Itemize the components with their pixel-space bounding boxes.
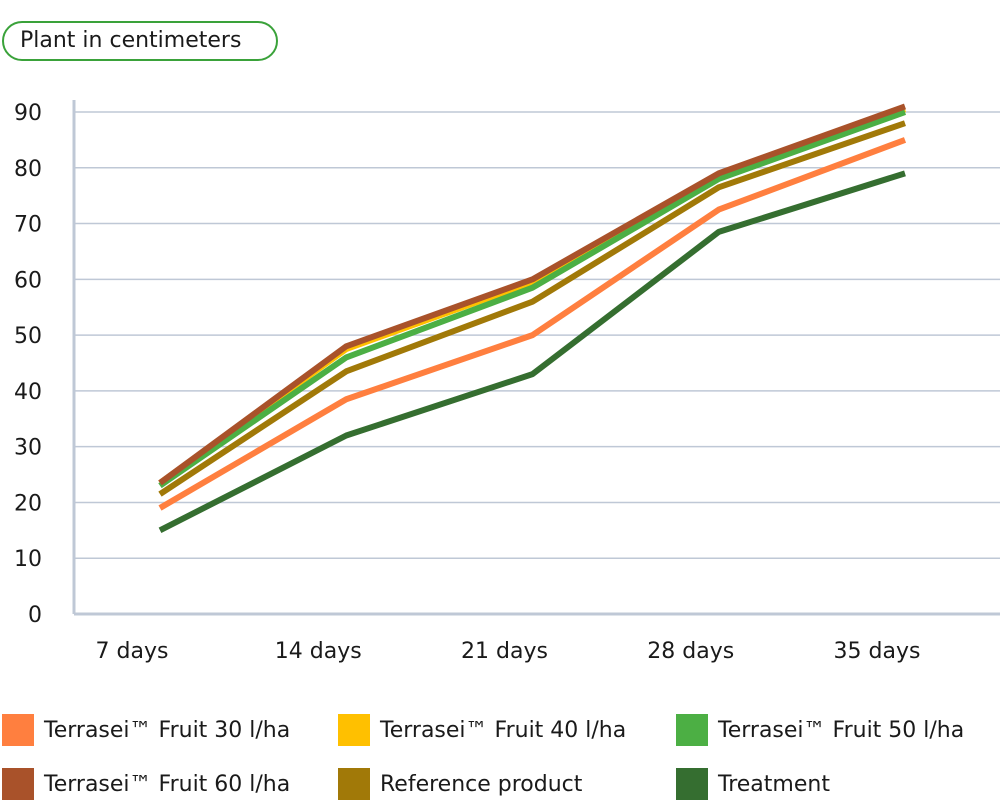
series-line-1 xyxy=(158,137,907,511)
legend-label: Reference product xyxy=(380,771,583,797)
series-line-3 xyxy=(158,109,907,489)
y-tick-label: 0 xyxy=(28,603,42,628)
legend-swatch xyxy=(338,768,370,800)
series-lines xyxy=(158,103,907,534)
x-tick-label: 35 days xyxy=(834,639,921,664)
y-tick-label: 90 xyxy=(14,101,42,126)
legend-item: Terrasei™ Fruit 60 l/ha xyxy=(2,768,290,800)
y-tick-label: 30 xyxy=(14,436,42,461)
legend-swatch xyxy=(676,768,708,800)
legend-item: Terrasei™ Fruit 30 l/ha xyxy=(2,714,290,746)
y-tick-label: 40 xyxy=(14,380,42,405)
chart-title: Plant in centimeters xyxy=(2,21,278,61)
axes xyxy=(72,100,1000,616)
series-line-4 xyxy=(158,103,907,486)
y-tick-label: 20 xyxy=(14,491,42,516)
y-tick-labels: 0 10 20 30 40 50 60 70 80 90 xyxy=(14,101,42,628)
legend-item: Treatment xyxy=(676,768,830,800)
legend-label: Treatment xyxy=(718,771,830,797)
legend-item: Terrasei™ Fruit 40 l/ha xyxy=(338,714,626,746)
legend-label: Terrasei™ Fruit 60 l/ha xyxy=(44,771,291,797)
legend-swatch xyxy=(2,714,34,746)
x-tick-labels: 7 days 14 days 21 days 28 days 35 days xyxy=(96,639,921,664)
series-line-6 xyxy=(158,170,906,534)
legend-swatch xyxy=(2,768,34,800)
legend-swatch xyxy=(676,714,708,746)
x-tick-label: 7 days xyxy=(96,639,169,664)
x-tick-label: 21 days xyxy=(461,639,548,664)
series-line-5 xyxy=(158,120,906,497)
legend-label: Terrasei™ Fruit 30 l/ha xyxy=(44,717,291,743)
y-tick-label: 60 xyxy=(14,268,42,293)
legend-label: Terrasei™ Fruit 50 l/ha xyxy=(718,717,965,743)
series-line-2 xyxy=(158,106,907,486)
x-tick-label: 14 days xyxy=(275,639,362,664)
legend-item: Reference product xyxy=(338,768,582,800)
x-tick-label: 28 days xyxy=(647,639,734,664)
y-tick-label: 10 xyxy=(14,547,42,572)
y-tick-label: 70 xyxy=(14,213,42,238)
y-tick-label: 80 xyxy=(14,157,42,182)
y-tick-label: 50 xyxy=(14,324,42,349)
legend-label: Terrasei™ Fruit 40 l/ha xyxy=(380,717,627,743)
legend-swatch xyxy=(338,714,370,746)
legend-item: Terrasei™ Fruit 50 l/ha xyxy=(676,714,964,746)
